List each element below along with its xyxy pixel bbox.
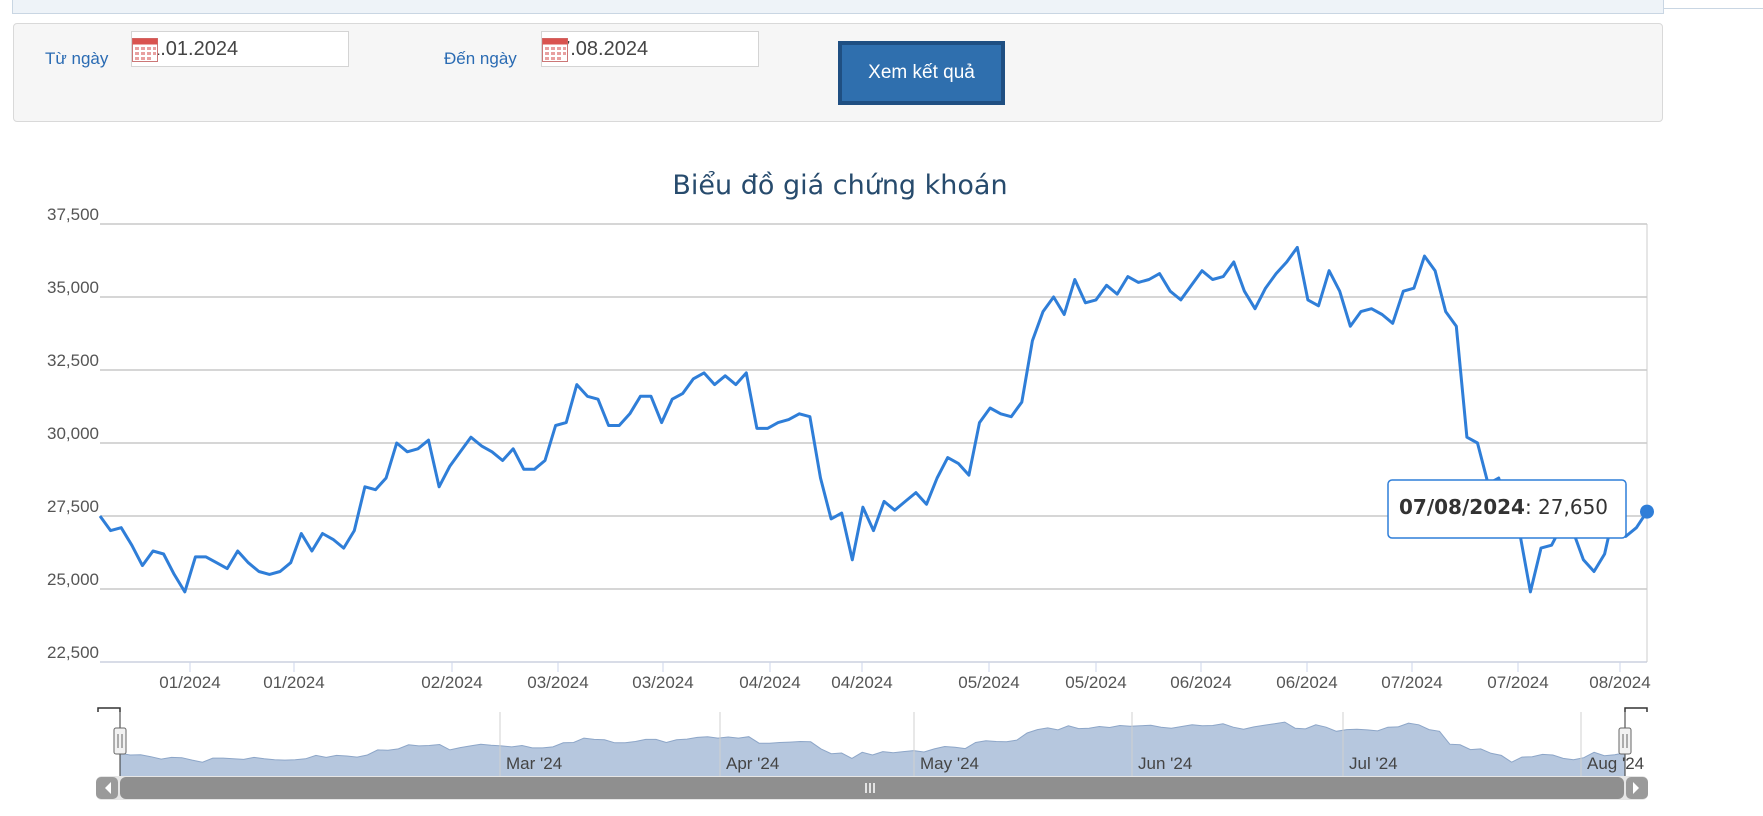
tooltip-sep: : [1525,495,1538,519]
x-axis-ticks: 01/2024 01/2024 02/2024 03/2024 03/2024 04/20… [159,662,1651,692]
to-date-input[interactable]: 07.08.2024 [541,31,759,67]
navigator: Mar '24 Apr '24 May '24 Jun '24 Jul '24 Aug '… [97,707,1648,776]
x-tick-label: 03/2024 [632,673,693,692]
navigator-month-label: Jul '24 [1349,754,1398,773]
from-date-label: Từ ngày [45,49,109,68]
calendar-icon[interactable] [542,38,568,62]
arrow-right-icon [1633,782,1639,794]
navigator-month-label: Aug '24 [1587,754,1644,773]
navigator-area [120,722,1625,776]
chart-title: Biểu đồ giá chứng khoán [672,170,1008,201]
navigator-month-label: Apr '24 [726,754,779,773]
y-tick-label: 22,500 [47,643,99,662]
navigator-left-handle[interactable] [113,708,127,776]
navigator-right-handle[interactable] [1618,708,1632,776]
last-point-marker[interactable] [1640,504,1654,519]
x-tick-label: 04/2024 [831,673,892,692]
to-date-value: 07.08.2024 [548,38,649,60]
y-tick-label: 32,500 [47,351,99,370]
navigator-month-label: May '24 [920,754,979,773]
tooltip-value: 27,650 [1538,495,1608,519]
svg-text:07/08/2024: 27,650: 07/08/2024: 27,650 [1399,495,1608,519]
y-tick-label: 27,500 [47,497,99,516]
from-date-input[interactable]: 01.01.2024 [131,31,349,67]
x-tick-label: 03/2024 [527,673,588,692]
scrollbar[interactable] [96,776,1648,800]
y-axis-ticks: 22,500 25,000 27,500 30,000 32,500 35,000 37,5… [47,205,99,662]
x-tick-label: 04/2024 [739,673,800,692]
tooltip-box [1387,479,1627,539]
y-tick-label: 25,000 [47,570,99,589]
price-series-line [98,245,1649,594]
to-date-label: Đến ngày [444,49,517,68]
x-tick-label: 06/2024 [1276,673,1337,692]
navigator-month-label: Jun '24 [1138,754,1192,773]
x-tick-label: 05/2024 [958,673,1019,692]
x-tick-label: 01/2024 [263,673,324,692]
top-divider [1664,8,1763,9]
navigator-grid [499,712,1582,776]
arrow-left-icon [105,782,111,794]
scrollbar-thumb[interactable] [120,777,1624,799]
tooltip: 07/08/2024: 27,650 [1387,479,1627,539]
tooltip-date: 07/08/2024 [1399,495,1525,519]
x-tick-label: 07/2024 [1487,673,1548,692]
view-results-button[interactable]: Xem kết quả [838,41,1005,105]
navigator-month-label: Mar '24 [506,754,562,773]
x-tick-label: 07/2024 [1381,673,1442,692]
navigator-line [119,721,1626,763]
x-tick-label: 06/2024 [1170,673,1231,692]
top-strip [12,0,1664,14]
calendar-icon[interactable] [132,38,158,62]
y-tick-label: 35,000 [47,278,99,297]
x-tick-label: 08/2024 [1589,673,1650,692]
y-tick-label: 37,500 [47,205,99,224]
scrollbar-grip-icon [865,783,875,793]
y-tick-label: 30,000 [47,424,99,443]
x-tick-label: 01/2024 [159,673,220,692]
grid-lines [100,223,1647,663]
from-date-value: 01.01.2024 [138,38,239,60]
navigator-outline [97,707,1648,712]
x-tick-label: 05/2024 [1065,673,1126,692]
navigator-labels: Mar '24 Apr '24 May '24 Jun '24 Jul '24 Aug '… [506,754,1644,773]
x-tick-label: 02/2024 [421,673,482,692]
